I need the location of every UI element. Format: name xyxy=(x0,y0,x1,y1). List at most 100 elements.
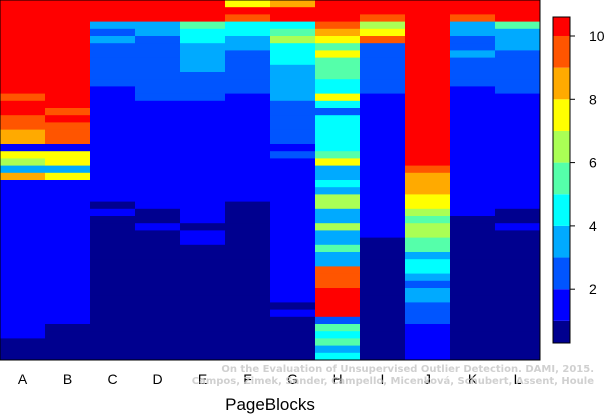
x-tick-label-B: B xyxy=(63,371,72,387)
heatmap-cell-A-33 xyxy=(0,237,46,246)
heatmap-cell-I-15 xyxy=(360,108,406,116)
heatmap-cell-G-39 xyxy=(270,280,316,289)
heatmap-cell-K-14 xyxy=(450,100,496,109)
heatmap-cell-G-31 xyxy=(270,223,316,231)
heatmap-cell-E-38 xyxy=(180,273,226,282)
heatmap-cell-E-11 xyxy=(180,79,226,87)
heatmap-cell-L-13 xyxy=(495,93,541,102)
heatmap-cell-I-43 xyxy=(360,309,406,318)
heatmap-cell-I-48 xyxy=(360,345,406,354)
heatmap-cell-C-17 xyxy=(90,122,136,130)
heatmap-cell-H-14 xyxy=(315,100,361,109)
heatmap-cell-L-12 xyxy=(495,86,541,94)
heatmap-cell-K-37 xyxy=(450,266,496,274)
heatmap-cell-F-49 xyxy=(225,352,271,361)
heatmap-cell-C-45 xyxy=(90,324,136,332)
heatmap-cell-E-7 xyxy=(180,50,226,58)
heatmap-cell-I-1 xyxy=(360,7,406,15)
heatmap-cell-I-8 xyxy=(360,57,406,66)
heatmap-cell-H-2 xyxy=(315,14,361,22)
heatmap-cell-A-27 xyxy=(0,194,46,202)
heatmap-cell-C-0 xyxy=(90,0,136,8)
heatmap-cell-C-4 xyxy=(90,28,136,37)
heatmap-cell-E-15 xyxy=(180,108,226,116)
heatmap-cell-B-42 xyxy=(45,302,91,310)
heatmap-cells xyxy=(0,0,541,361)
heatmap-cell-L-31 xyxy=(495,223,541,231)
heatmap-cell-I-36 xyxy=(360,259,406,267)
heatmap-cell-I-38 xyxy=(360,273,406,282)
heatmap-cell-L-18 xyxy=(495,129,541,138)
heatmap-cell-H-29 xyxy=(315,208,361,217)
heatmap-cell-J-48 xyxy=(405,345,451,354)
heatmap-cell-C-46 xyxy=(90,331,136,339)
heatmap-cell-G-42 xyxy=(270,302,316,310)
x-tick-label-L: L xyxy=(514,371,522,387)
heatmap-cell-F-36 xyxy=(225,259,271,267)
heatmap-cell-B-8 xyxy=(45,57,91,66)
heatmap-cell-C-35 xyxy=(90,252,136,260)
heatmap-cell-A-14 xyxy=(0,100,46,109)
heatmap-cell-H-3 xyxy=(315,21,361,30)
heatmap-cell-K-2 xyxy=(450,14,496,22)
heatmap-cell-C-14 xyxy=(90,100,136,109)
heatmap-cell-F-25 xyxy=(225,180,271,188)
heatmap-cell-I-42 xyxy=(360,302,406,310)
heatmap-cell-A-20 xyxy=(0,144,46,152)
colorbar-band-10 xyxy=(553,17,570,36)
heatmap-cell-E-23 xyxy=(180,165,226,174)
heatmap-cell-F-14 xyxy=(225,100,271,109)
x-tick-label-H: H xyxy=(332,371,342,387)
heatmap-cell-C-28 xyxy=(90,201,136,210)
heatmap-cell-F-7 xyxy=(225,50,271,58)
heatmap-cell-D-39 xyxy=(135,280,181,289)
heatmap-cell-B-16 xyxy=(45,115,91,123)
heatmap-cell-G-36 xyxy=(270,259,316,267)
heatmap-cell-L-36 xyxy=(495,259,541,267)
heatmap-cell-L-19 xyxy=(495,136,541,145)
heatmap-cell-L-33 xyxy=(495,237,541,246)
heatmap-cell-G-33 xyxy=(270,237,316,246)
heatmap-cell-L-9 xyxy=(495,64,541,73)
heatmap-cell-A-2 xyxy=(0,14,46,22)
heatmap-cell-F-46 xyxy=(225,331,271,339)
heatmap-cell-J-17 xyxy=(405,122,451,130)
heatmap-cell-D-44 xyxy=(135,316,181,325)
heatmap-cell-K-4 xyxy=(450,28,496,37)
heatmap-cell-C-16 xyxy=(90,115,136,123)
heatmap-cell-F-8 xyxy=(225,57,271,66)
heatmap-cell-G-40 xyxy=(270,288,316,296)
heatmap-cell-B-34 xyxy=(45,244,91,253)
heatmap-cell-G-14 xyxy=(270,100,316,109)
heatmap-cell-F-0 xyxy=(225,0,271,8)
heatmap-cell-H-21 xyxy=(315,151,361,159)
heatmap-cell-E-32 xyxy=(180,230,226,238)
heatmap-cell-L-11 xyxy=(495,79,541,87)
heatmap-cell-C-9 xyxy=(90,64,136,73)
heatmap-cell-D-14 xyxy=(135,100,181,109)
heatmap-cell-L-17 xyxy=(495,122,541,130)
heatmap-cell-F-5 xyxy=(225,36,271,44)
heatmap-cell-G-15 xyxy=(270,108,316,116)
heatmap-cell-I-21 xyxy=(360,151,406,159)
x-tick-label-F: F xyxy=(243,371,252,387)
heatmap-cell-B-3 xyxy=(45,21,91,30)
heatmap-cell-K-44 xyxy=(450,316,496,325)
heatmap-cell-H-33 xyxy=(315,237,361,246)
heatmap-cell-A-4 xyxy=(0,28,46,37)
heatmap-cell-F-45 xyxy=(225,324,271,332)
heatmap-cell-J-39 xyxy=(405,280,451,289)
heatmap-cell-E-9 xyxy=(180,64,226,73)
heatmap-cell-G-3 xyxy=(270,21,316,30)
heatmap-cell-K-21 xyxy=(450,151,496,159)
heatmap-cell-J-38 xyxy=(405,273,451,282)
heatmap-cell-C-23 xyxy=(90,165,136,174)
heatmap-cell-E-22 xyxy=(180,158,226,166)
heatmap-cell-H-46 xyxy=(315,331,361,339)
heatmap-cell-B-4 xyxy=(45,28,91,37)
heatmap-cell-B-1 xyxy=(45,7,91,15)
heatmap-cell-K-40 xyxy=(450,288,496,296)
heatmap-cell-E-46 xyxy=(180,331,226,339)
heatmap-cell-I-49 xyxy=(360,352,406,361)
heatmap-cell-A-44 xyxy=(0,316,46,325)
